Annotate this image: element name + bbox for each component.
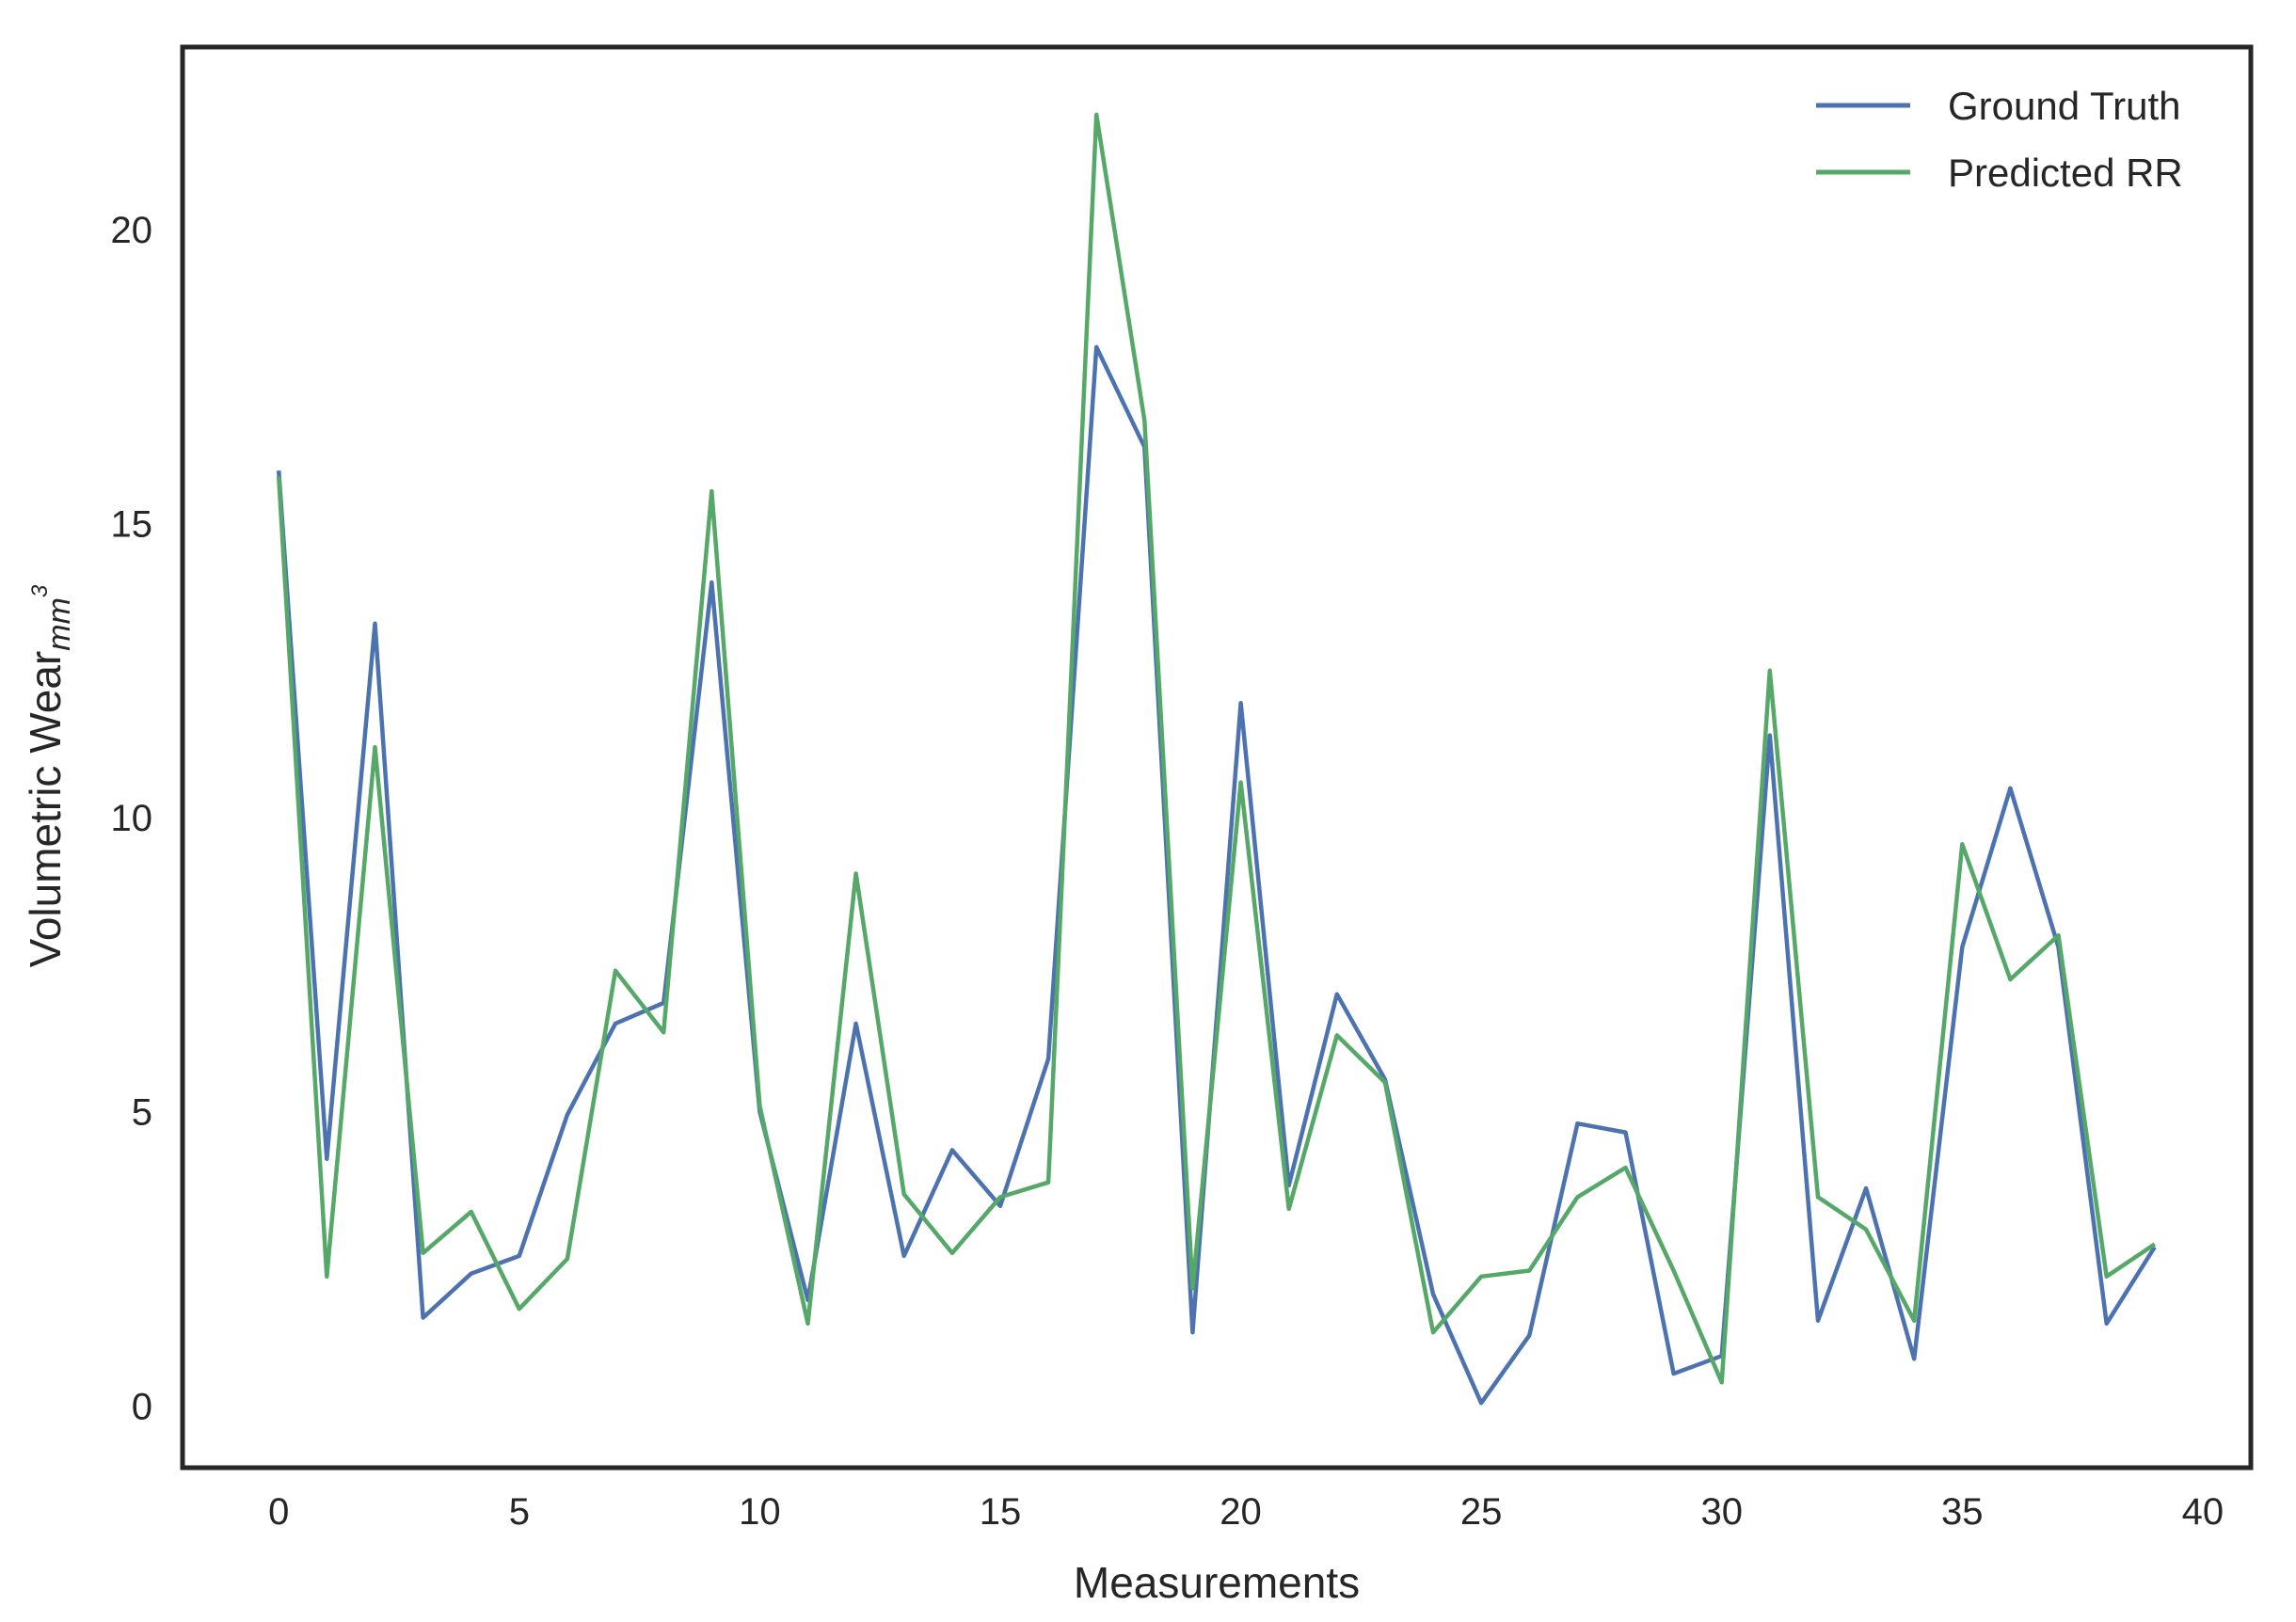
y-tick-label: 10 [111, 798, 153, 839]
x-tick-label: 0 [268, 1491, 289, 1533]
series-layer [276, 112, 2157, 1406]
legend-label: Predicted RR [1948, 151, 2183, 195]
y-axis-label-main: Volumetric Wear [21, 651, 70, 968]
legend: Ground Truth Predicted RR [1816, 84, 2183, 195]
x-tick-label: 5 [509, 1491, 530, 1533]
y-tick-label: 20 [111, 210, 153, 251]
x-tick-labels: 0 5 10 15 20 25 30 35 40 [268, 1491, 2224, 1533]
x-tick-label: 40 [2182, 1491, 2224, 1533]
series-line-predicted-rr [276, 112, 2157, 1385]
x-tick-label: 15 [980, 1491, 1022, 1533]
x-tick-label: 25 [1460, 1491, 1503, 1533]
plot-frame [180, 44, 2254, 1471]
y-tick-labels: 0 5 10 15 20 [111, 210, 153, 1428]
x-axis-label: Measurements [1074, 1558, 1360, 1607]
y-axis-label: Volumetric Wearmm3 [21, 584, 77, 967]
y-tick-label: 0 [132, 1386, 152, 1427]
y-axis-label-unit: mm [41, 597, 77, 651]
x-tick-label: 20 [1220, 1491, 1262, 1533]
x-tick-label: 10 [739, 1491, 781, 1533]
legend-label: Ground Truth [1948, 84, 2180, 128]
y-tick-label: 15 [111, 503, 153, 545]
x-tick-label: 30 [1700, 1491, 1743, 1533]
y-tick-label: 5 [132, 1092, 152, 1134]
x-tick-label: 35 [1941, 1491, 1984, 1533]
y-axis-label-exponent: 3 [27, 584, 53, 597]
